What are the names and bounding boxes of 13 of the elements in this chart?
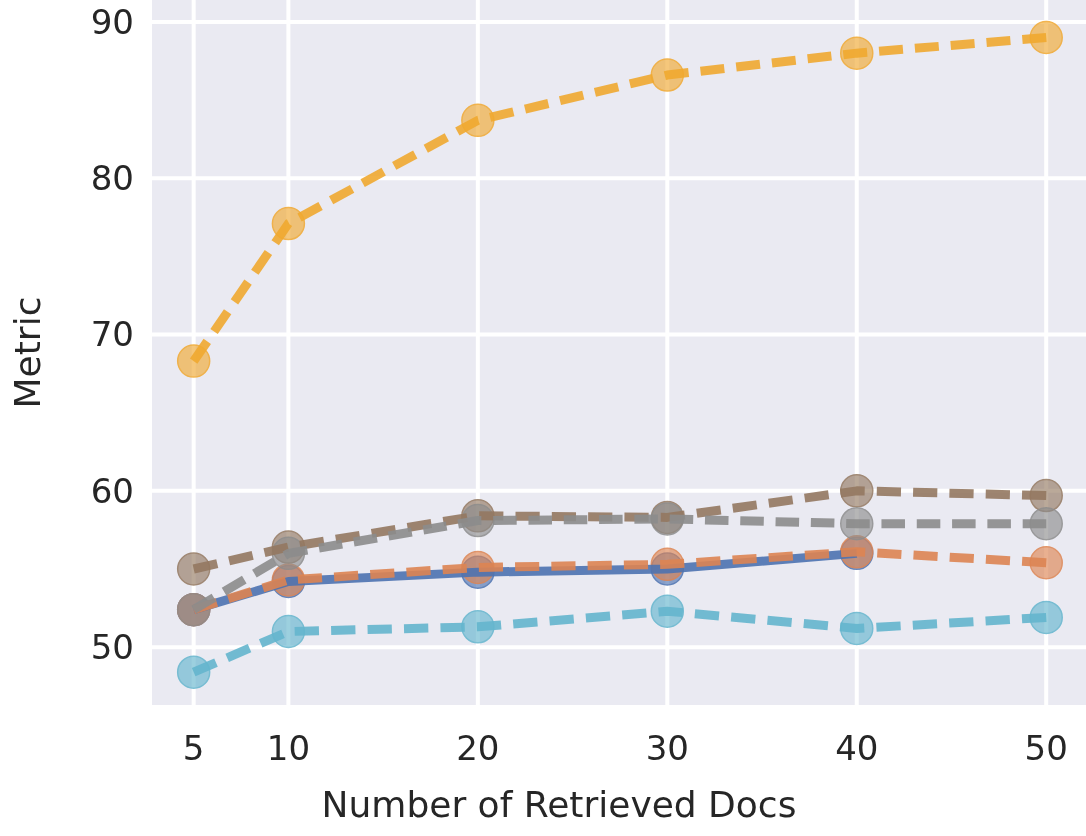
y-axis-title: Metric	[7, 296, 48, 409]
x-tick-label: 20	[456, 728, 500, 768]
y-tick-label: 70	[90, 314, 134, 355]
y-tick-label: 80	[90, 158, 134, 199]
x-tick-label: 50	[1024, 728, 1068, 768]
y-tick-label: 90	[90, 1, 134, 42]
x-tick-label: 30	[645, 728, 689, 768]
y-tick-label: 60	[90, 470, 134, 511]
x-tick-label: 10	[266, 728, 311, 768]
x-tick-label: 5	[182, 728, 205, 768]
x-tick-label: 40	[835, 728, 879, 768]
x-axis-title: Number of Retrieved Docs	[321, 784, 797, 825]
y-tick-label: 50	[90, 627, 134, 668]
